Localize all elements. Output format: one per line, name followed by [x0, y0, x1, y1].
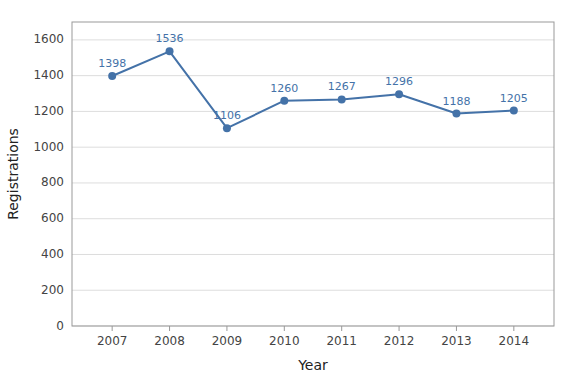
- y-tick-label: 1600: [33, 32, 64, 46]
- x-tick: [513, 326, 514, 331]
- data-label: 1260: [270, 82, 298, 95]
- point: [452, 110, 460, 118]
- y-tick-label: 1000: [33, 140, 64, 154]
- x-tick: [226, 326, 227, 331]
- chart: 0 200 400 600 800 1000 1200 1400 1600 2007 2008 200…: [0, 0, 570, 380]
- point: [108, 72, 116, 80]
- y-tick-label: 1200: [33, 104, 64, 118]
- x-tick: [169, 326, 170, 331]
- point: [510, 107, 518, 115]
- grid-line: [72, 182, 554, 183]
- grid-line: [72, 290, 554, 291]
- data-label: 1106: [213, 109, 241, 122]
- x-tick-label: 2010: [269, 334, 300, 348]
- data-label: 1205: [500, 92, 528, 105]
- x-tick: [284, 326, 285, 331]
- y-axis-label: Registrations: [5, 128, 21, 220]
- grid-line: [72, 218, 554, 219]
- data-label: 1267: [328, 80, 356, 93]
- point: [223, 124, 231, 132]
- plot-frame: [72, 22, 554, 326]
- grid-line: [72, 147, 554, 148]
- x-tick: [456, 326, 457, 331]
- x-tick: [341, 326, 342, 331]
- plot-background: [72, 22, 554, 326]
- data-label: 1188: [442, 95, 470, 108]
- x-tick-label: 2007: [97, 334, 128, 348]
- x-tick-label: 2014: [499, 334, 530, 348]
- x-tick: [399, 326, 400, 331]
- x-axis-label: Year: [297, 357, 328, 373]
- point: [280, 97, 288, 105]
- y-tick-label: 0: [56, 319, 64, 333]
- x-tick: [112, 326, 113, 331]
- y-tick-label: 1400: [33, 68, 64, 82]
- series: [108, 47, 518, 132]
- data-label: 1536: [156, 32, 184, 45]
- grid-line: [72, 75, 554, 76]
- grid-line: [72, 254, 554, 255]
- x-tick-label: 2012: [384, 334, 415, 348]
- line: [112, 51, 514, 128]
- y-tick-label: 200: [41, 283, 64, 297]
- grid-line: [72, 39, 554, 40]
- x-tick-label: 2011: [326, 334, 357, 348]
- x-tick-label: 2008: [154, 334, 185, 348]
- y-tick-label: 600: [41, 211, 64, 225]
- x-tick-label: 2013: [441, 334, 472, 348]
- data-label: 1296: [385, 75, 413, 88]
- y-tick-label: 800: [41, 175, 64, 189]
- y-tick-label: 400: [41, 247, 64, 261]
- point: [338, 95, 346, 103]
- point: [166, 47, 174, 55]
- x-tick-label: 2009: [212, 334, 243, 348]
- point: [395, 90, 403, 98]
- data-label: 1398: [98, 57, 126, 70]
